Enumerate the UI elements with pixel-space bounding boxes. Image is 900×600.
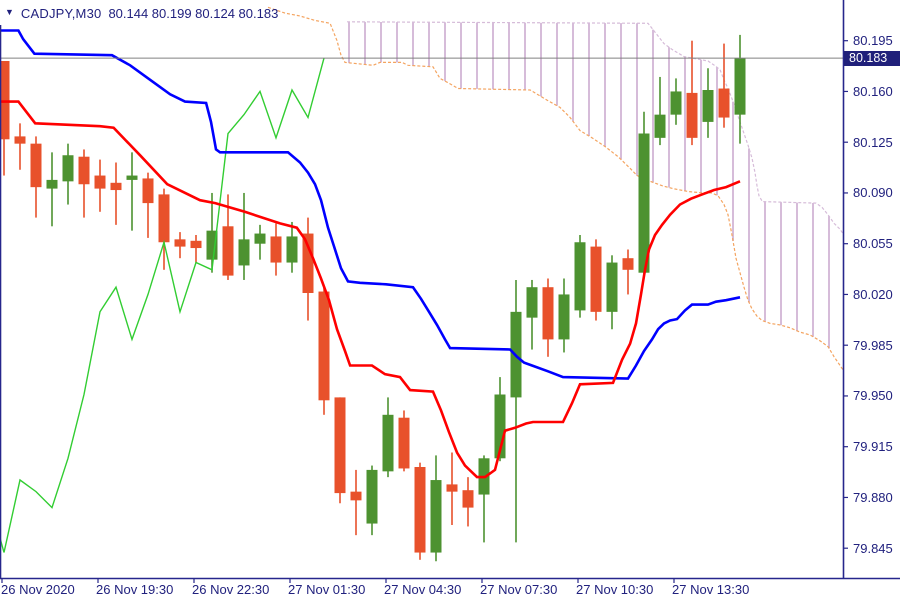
chart-ohlc-values: 80.144 80.199 80.124 80.183 bbox=[108, 6, 279, 21]
chart-title: ▼ CADJPY,M30 80.144 80.199 80.124 80.183 bbox=[5, 6, 278, 21]
current-price-badge: 80.183 bbox=[844, 50, 900, 66]
x-axis-label: 26 Nov 2020 bbox=[1, 582, 75, 597]
x-axis-label: 27 Nov 04:30 bbox=[384, 582, 462, 597]
y-axis-label: 79.985 bbox=[853, 337, 893, 353]
y-axis-label: 80.125 bbox=[853, 134, 893, 150]
y-axis-label: 79.845 bbox=[853, 540, 893, 556]
y-axis-label: 80.195 bbox=[853, 33, 893, 49]
chart-symbol-period: CADJPY,M30 bbox=[20, 6, 102, 21]
x-axis-label: 27 Nov 01:30 bbox=[288, 582, 366, 597]
x-axis-label: 26 Nov 22:30 bbox=[192, 582, 270, 597]
y-axis-label: 80.055 bbox=[853, 236, 893, 252]
y-axis-label: 79.915 bbox=[853, 439, 893, 455]
y-axis-label: 80.020 bbox=[853, 286, 893, 302]
x-axis-label: 27 Nov 07:30 bbox=[480, 582, 558, 597]
x-axis-label: 27 Nov 13:30 bbox=[672, 582, 750, 597]
y-axis-label: 79.880 bbox=[853, 489, 893, 505]
y-axis-label: 80.090 bbox=[853, 185, 893, 201]
x-axis-label: 27 Nov 10:30 bbox=[576, 582, 654, 597]
y-axis-label: 79.950 bbox=[853, 388, 893, 404]
y-axis-label: 80.160 bbox=[853, 83, 893, 99]
x-axis-label: 26 Nov 19:30 bbox=[96, 582, 174, 597]
symbol-dropdown-icon[interactable]: ▼ bbox=[5, 7, 14, 17]
